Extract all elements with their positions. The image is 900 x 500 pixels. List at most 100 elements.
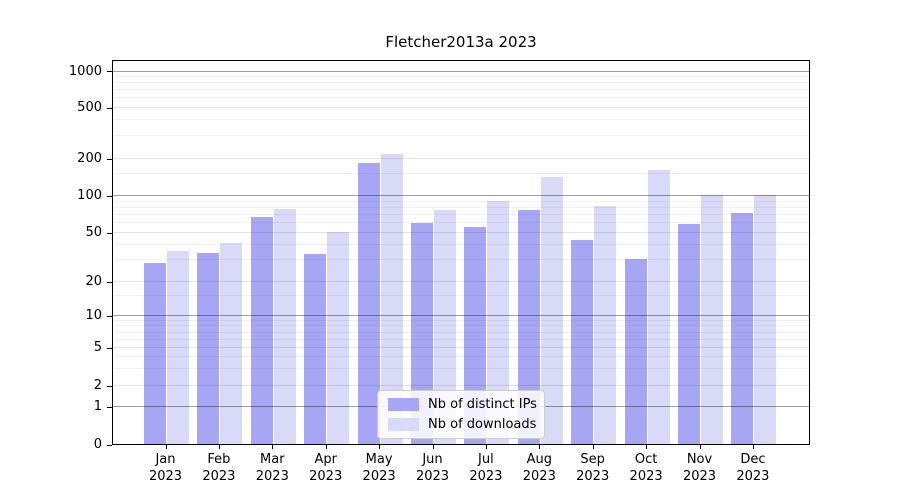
gridline-minor: [113, 206, 809, 208]
gridline-minor: [113, 82, 809, 84]
y-tick-mark-50: [107, 232, 112, 234]
y-tick-label-50: 50: [85, 225, 102, 240]
x-tick-label-year: 2023: [362, 469, 396, 484]
x-tick-label-year: 2023: [415, 469, 450, 484]
x-tick-label-year: 2023: [682, 469, 717, 484]
x-tick-label-mar: Mar 2023: [242, 451, 302, 485]
x-tick-label-year: 2023: [202, 469, 236, 484]
x-tick-mark-dec: [752, 445, 754, 449]
gridline-minor: [113, 295, 809, 297]
gridline-minor: [113, 89, 809, 91]
y-tick-mark-2: [107, 385, 112, 387]
x-tick-mark-may: [379, 445, 381, 449]
x-tick-mark-nov: [699, 445, 701, 449]
bar-downloads-apr: [327, 232, 350, 444]
y-tick-mark-200: [107, 158, 112, 160]
gridline-100: [113, 195, 809, 196]
gridline-minor: [113, 119, 809, 121]
y-tick-label-1000: 1000: [68, 63, 102, 79]
bar-distinct-ips-jul: [464, 226, 487, 444]
bar-downloads-nov: [701, 195, 723, 444]
bar-distinct-ips-sep: [571, 240, 594, 444]
legend-swatch-distinct-ips: [388, 398, 419, 411]
bar-distinct-ips-dec: [731, 212, 754, 444]
gridline-minor: [113, 319, 809, 321]
x-tick-label-year: 2023: [148, 469, 183, 484]
bar-downloads-aug: [540, 177, 563, 444]
bar-downloads-feb: [220, 242, 243, 444]
x-tick-label-feb: Feb 2023: [189, 451, 249, 485]
x-tick-label-year: 2023: [736, 469, 770, 484]
gridline-minor: [113, 76, 809, 77]
x-tick-label-nov: Nov 2023: [670, 451, 730, 485]
gridline-20: [113, 281, 809, 282]
bar-distinct-ips-apr: [304, 254, 327, 444]
y-tick-label-5: 5: [93, 340, 102, 355]
y-tick-label-0: 0: [93, 437, 102, 452]
gridline-minor: [113, 368, 809, 370]
x-tick-mark-aug: [539, 445, 541, 449]
gridline-5: [113, 347, 809, 348]
y-tick-label-20: 20: [85, 274, 102, 289]
x-tick-label-year: 2023: [629, 469, 663, 484]
y-tick-mark-100: [107, 195, 112, 197]
bar-downloads-jul: [487, 201, 510, 444]
bar-downloads-mar: [273, 209, 296, 444]
x-tick-label-jul: Jul 2023: [456, 451, 516, 485]
bar-distinct-ips-aug: [517, 210, 540, 444]
gridline-200: [113, 158, 809, 159]
gridline-minor: [113, 331, 809, 333]
bar-distinct-ips-may: [357, 162, 380, 444]
gridline-minor: [113, 222, 809, 224]
gridline-minor: [113, 97, 809, 99]
x-tick-label-dec: Dec 2023: [723, 451, 783, 485]
x-tick-label-year: 2023: [522, 469, 556, 484]
x-tick-label-may: May 2023: [349, 451, 409, 485]
x-tick-mark-mar: [272, 445, 274, 449]
legend-item-distinct-ips: Nb of distinct IPs: [388, 397, 537, 412]
bar-distinct-ips-jan: [144, 263, 166, 444]
y-tick-label-2: 2: [93, 378, 102, 393]
x-tick-mark-jan: [165, 445, 167, 449]
gridline-1000: [113, 70, 809, 72]
x-tick-mark-feb: [218, 445, 220, 449]
y-tick-mark-20: [107, 281, 112, 283]
y-tick-mark-1000: [107, 71, 112, 72]
x-tick-label-year: 2023: [469, 469, 503, 484]
gridline-minor: [113, 356, 809, 358]
x-tick-label-aug: Aug 2023: [509, 451, 569, 485]
bar-distinct-ips-nov: [678, 224, 700, 444]
gridline-minor: [113, 200, 809, 202]
gridline-minor: [113, 259, 809, 261]
bar-distinct-ips-feb: [197, 252, 220, 444]
gridline-minor: [113, 243, 809, 245]
gridline-2: [113, 385, 809, 386]
bar-downloads-may: [380, 154, 403, 444]
x-tick-mark-apr: [325, 445, 327, 449]
x-tick-mark-jul: [485, 445, 487, 449]
y-tick-mark-10: [107, 315, 112, 317]
bar-distinct-ips-mar: [250, 217, 273, 444]
legend: Nb of distinct IPs Nb of downloads: [377, 390, 545, 439]
x-tick-label-year: 2023: [309, 469, 343, 484]
x-tick-label-apr: Apr 2023: [296, 451, 356, 485]
x-tick-mark-jun: [432, 445, 434, 449]
y-tick-mark-1: [107, 406, 112, 408]
gridline-50: [113, 232, 809, 233]
y-tick-label-100: 100: [77, 188, 102, 203]
gridline-500: [113, 107, 809, 108]
x-tick-label-sep: Sep 2023: [563, 451, 623, 485]
x-tick-label-year: 2023: [255, 469, 289, 484]
legend-item-downloads: Nb of downloads: [388, 417, 537, 432]
gridline-minor: [113, 135, 809, 137]
x-tick-mark-oct: [646, 445, 648, 449]
legend-label-downloads: Nb of downloads: [428, 417, 537, 432]
bar-downloads-sep: [594, 205, 617, 444]
chart-title: Fletcher2013a 2023: [385, 33, 537, 51]
bar-distinct-ips-jun: [411, 223, 433, 444]
plot-area: [112, 60, 810, 445]
x-tick-label-oct: Oct 2023: [616, 451, 676, 485]
gridline-minor: [113, 338, 809, 340]
gridline-minor: [113, 214, 809, 215]
legend-label-distinct-ips: Nb of distinct IPs: [428, 397, 537, 412]
